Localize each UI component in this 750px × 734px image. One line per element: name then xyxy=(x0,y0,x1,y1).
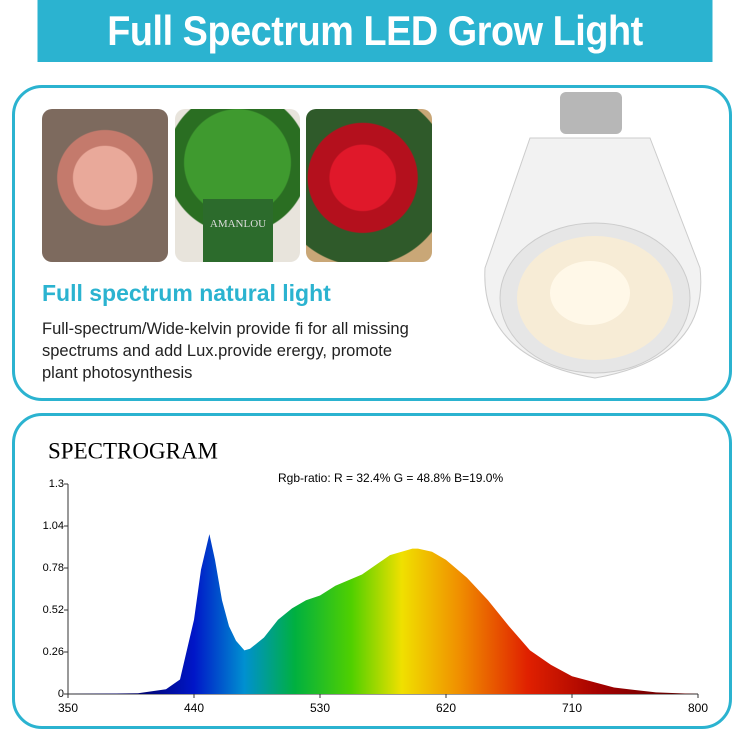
y-tick-label: 0.52 xyxy=(43,604,64,616)
chart-title: SPECTROGRAM xyxy=(48,438,218,463)
succulent-photo xyxy=(42,109,168,262)
feature-panel xyxy=(12,85,732,401)
x-tick-label: 710 xyxy=(562,701,582,715)
y-tick-label: 0 xyxy=(58,688,64,700)
x-tick-label: 530 xyxy=(310,701,330,715)
poinsettia-photo xyxy=(306,109,432,262)
y-tick-label: 0.78 xyxy=(43,562,64,574)
pot-label: AMANLOU xyxy=(203,199,273,262)
feature-heading: Full spectrum natural light xyxy=(42,280,331,306)
x-tick-label: 620 xyxy=(436,701,456,715)
header-title: Full Spectrum LED Grow Light xyxy=(37,0,713,62)
spectrum-panel xyxy=(12,413,732,729)
annotation: Rgb-ratio: R = 32.4% G = 48.8% B=19.0% xyxy=(278,471,503,485)
y-tick-label: 1.3 xyxy=(49,478,64,490)
herb-photo: AMANLOU xyxy=(175,109,300,262)
text-line: Full-spectrum/Wide-kelvin provide fi for… xyxy=(42,320,409,338)
x-tick-label: 350 xyxy=(58,701,78,715)
y-tick-label: 1.04 xyxy=(43,520,64,532)
text-line: plant photosynthesis xyxy=(42,364,193,382)
spectrogram: SPECTROGRAM Rgb-ratio: R = 32.4% G = 48.… xyxy=(43,438,709,715)
spectrum-area xyxy=(68,534,698,694)
x-tick-label: 440 xyxy=(184,701,204,715)
y-tick-label: 0.26 xyxy=(43,646,64,658)
bulb-illustration xyxy=(484,92,702,379)
text-line: spectrums and add Lux.provide erergy, pr… xyxy=(42,342,393,360)
feature-text: Full-spectrum/Wide-kelvin provide fi for… xyxy=(42,318,409,384)
x-tick-label: 800 xyxy=(688,701,708,715)
